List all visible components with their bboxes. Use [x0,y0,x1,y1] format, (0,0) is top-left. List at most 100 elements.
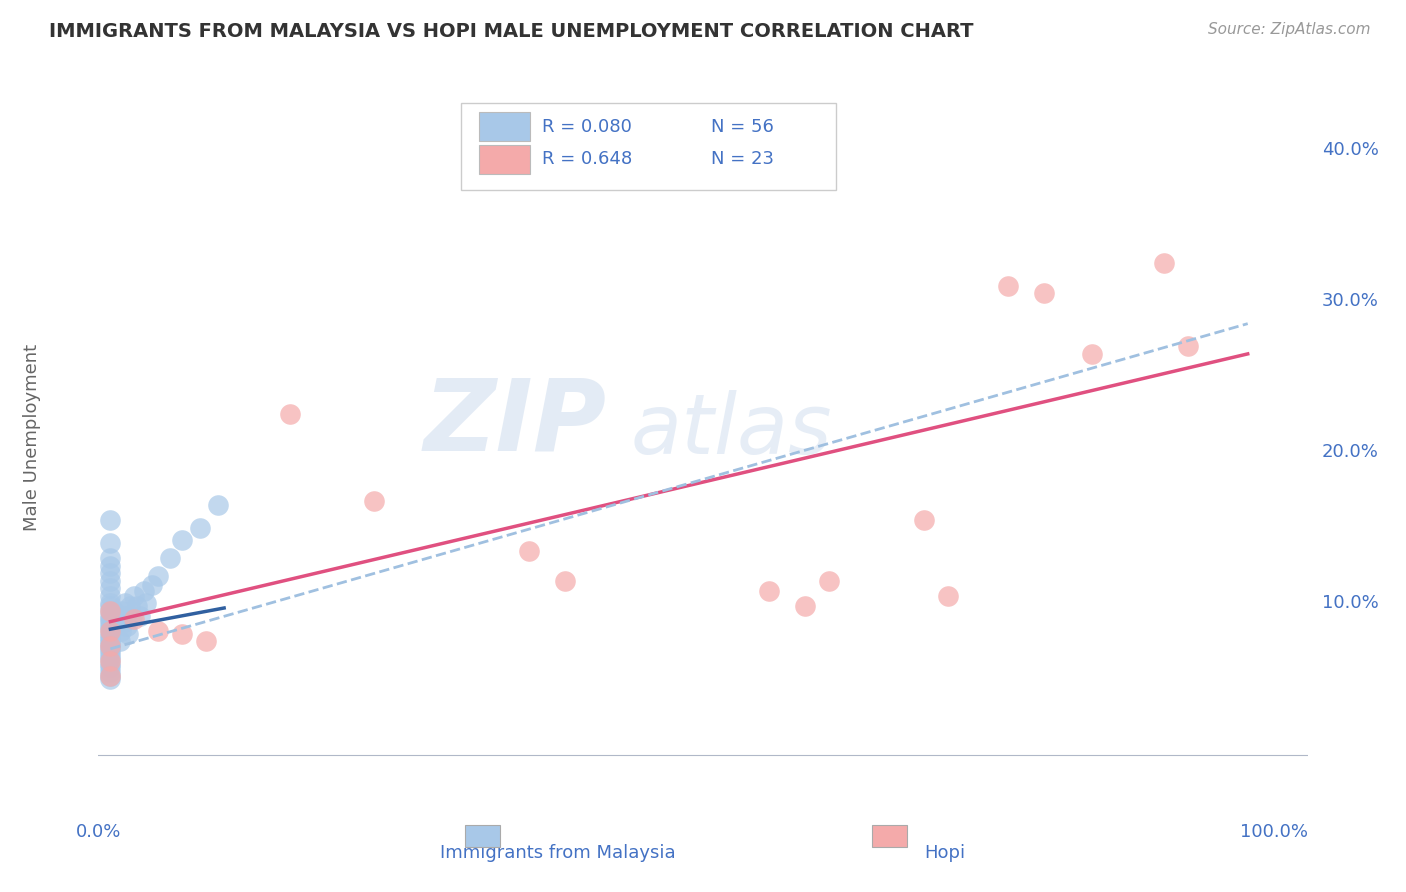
Point [100,566,122,581]
FancyBboxPatch shape [872,824,907,847]
Point [100,630,122,644]
Point [124,611,146,625]
Point [519,543,541,558]
Point [207,498,229,512]
Point [100,589,122,603]
Text: ZIP: ZIP [423,375,606,472]
Text: atlas: atlas [630,390,832,471]
Point [100,604,122,618]
Point [100,536,122,550]
Point [100,597,122,611]
Point [100,558,122,573]
FancyBboxPatch shape [479,112,530,141]
Point [100,645,122,659]
Point [100,611,122,625]
Point [115,619,138,633]
Point [188,521,211,535]
Point [100,619,122,633]
Point [124,589,146,603]
Point [125,599,148,614]
Point [100,615,122,629]
Text: R = 0.080: R = 0.080 [543,119,633,136]
Point [100,582,122,596]
Text: N = 56: N = 56 [711,119,775,136]
Point [107,608,129,623]
Point [103,604,125,618]
Point [100,626,122,640]
Point [914,513,936,527]
Text: N = 23: N = 23 [711,151,775,169]
Point [100,604,122,618]
Point [110,624,132,638]
Text: Male Unemployment: Male Unemployment [22,343,41,531]
Point [100,574,122,588]
Point [111,604,134,618]
Point [100,513,122,527]
Point [100,665,122,679]
Point [758,584,780,599]
Point [1153,256,1175,270]
Point [100,652,122,666]
Point [100,608,122,623]
Point [105,619,128,633]
Text: Hopi: Hopi [924,844,966,862]
Point [115,608,138,623]
Point [141,578,163,592]
Point [100,657,122,671]
Point [100,639,122,653]
Point [817,574,839,588]
Point [135,597,157,611]
Point [100,636,122,650]
Point [100,669,122,683]
Point [100,649,122,664]
Point [117,626,139,640]
Text: 0.0%: 0.0% [76,823,121,841]
Point [100,639,122,653]
Point [100,654,122,668]
Point [100,632,122,647]
Point [100,624,122,638]
Point [129,608,152,623]
Text: R = 0.648: R = 0.648 [543,151,633,169]
Point [118,599,141,614]
Text: 10.0%: 10.0% [1322,594,1379,613]
Point [100,641,122,656]
Text: 40.0%: 40.0% [1322,141,1379,159]
Point [107,615,129,629]
Point [100,599,122,614]
Point [108,634,131,648]
Point [172,533,194,547]
Text: 20.0%: 20.0% [1322,443,1379,461]
Point [159,551,181,566]
FancyBboxPatch shape [465,824,501,847]
Point [100,669,122,683]
Point [554,574,576,588]
Text: 100.0%: 100.0% [1240,823,1308,841]
Point [100,622,122,636]
Point [172,626,194,640]
Point [100,672,122,686]
Text: 30.0%: 30.0% [1322,292,1379,310]
Point [114,597,136,611]
Point [1081,347,1104,361]
Point [997,278,1019,293]
Point [148,569,170,583]
FancyBboxPatch shape [479,145,530,174]
Point [100,660,122,674]
Point [1177,339,1199,353]
Point [363,493,385,508]
FancyBboxPatch shape [461,103,837,190]
Point [121,608,143,623]
Point [278,408,301,422]
Point [148,624,170,638]
Point [112,615,135,629]
Point [132,584,155,599]
Text: IMMIGRANTS FROM MALAYSIA VS HOPI MALE UNEMPLOYMENT CORRELATION CHART: IMMIGRANTS FROM MALAYSIA VS HOPI MALE UN… [49,22,974,41]
Text: Immigrants from Malaysia: Immigrants from Malaysia [440,844,676,862]
Point [100,551,122,566]
Point [1033,286,1056,301]
Point [195,634,218,648]
Point [938,589,960,603]
Point [793,599,815,614]
Text: Source: ZipAtlas.com: Source: ZipAtlas.com [1208,22,1371,37]
